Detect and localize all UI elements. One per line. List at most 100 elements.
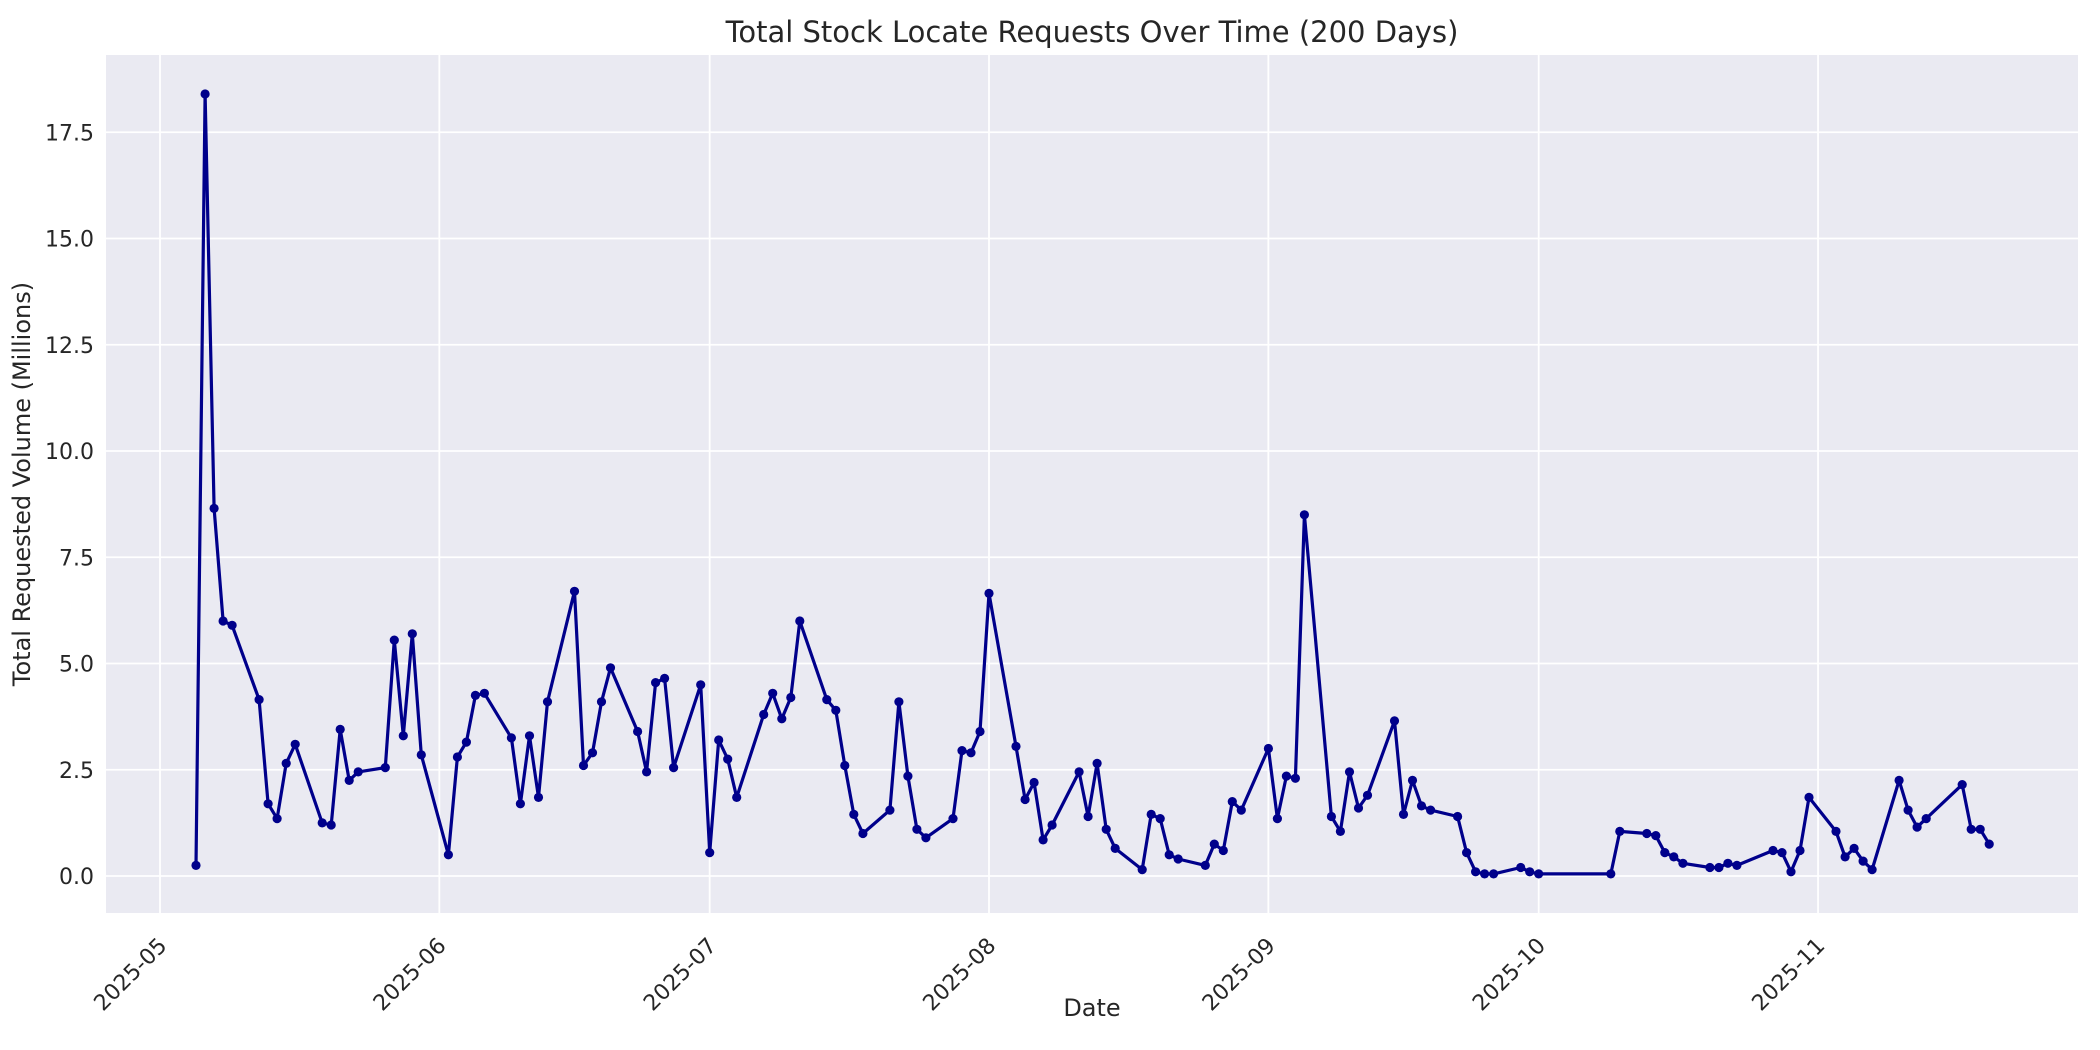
data-point-marker	[1011, 741, 1021, 752]
data-point-marker	[1705, 862, 1715, 873]
data-point-marker	[1353, 803, 1364, 813]
y-tick-label: 2.5	[59, 759, 94, 784]
data-point-marker	[642, 767, 652, 777]
data-point-marker	[596, 697, 607, 707]
data-point-marker	[533, 792, 544, 803]
data-point-marker	[948, 814, 958, 824]
data-point-marker	[416, 750, 426, 760]
data-point-marker	[317, 818, 327, 828]
data-point-marker	[1155, 814, 1165, 824]
data-point-marker	[1534, 869, 1544, 879]
data-point-marker	[1957, 780, 1967, 790]
data-point-marker	[1344, 767, 1355, 777]
data-point-marker	[1777, 848, 1787, 858]
data-point-marker	[1209, 839, 1219, 849]
data-point-marker	[894, 697, 904, 707]
x-tick-label: 2025-07	[639, 934, 722, 1017]
data-point-marker	[1389, 716, 1400, 726]
data-point-marker	[1606, 869, 1616, 879]
data-point-marker	[732, 792, 742, 803]
data-point-marker	[263, 799, 273, 809]
data-point-marker	[1101, 824, 1111, 834]
data-point-marker	[542, 697, 553, 707]
x-tick-label: 2025-10	[1468, 934, 1551, 1017]
data-point-marker	[831, 705, 841, 715]
y-tick-label: 15.0	[45, 228, 94, 253]
data-point-marker	[696, 680, 706, 690]
data-point-marker	[326, 820, 336, 830]
data-point-marker	[1218, 845, 1228, 856]
data-point-marker	[1453, 811, 1463, 822]
data-point-marker	[470, 690, 480, 701]
data-point-marker	[1299, 510, 1309, 520]
data-point-marker	[1083, 811, 1093, 822]
data-point-marker	[1723, 858, 1733, 868]
data-point-marker	[921, 833, 931, 843]
data-point-marker	[452, 752, 462, 762]
data-point-marker	[1471, 867, 1481, 877]
data-point-marker	[1362, 790, 1373, 800]
data-point-marker	[479, 688, 489, 698]
data-point-marker	[506, 733, 516, 743]
data-point-marker	[344, 775, 354, 786]
data-point-marker	[1651, 831, 1661, 841]
horizontal-gridlines	[106, 131, 2078, 877]
data-point-marker	[515, 799, 526, 809]
data-point-marker	[1038, 835, 1048, 845]
data-point-marker	[1029, 777, 1039, 788]
data-point-marker	[1984, 839, 1994, 849]
data-point-marker	[1840, 852, 1850, 862]
data-point-marker	[524, 731, 535, 741]
data-point-marker	[1903, 805, 1913, 815]
data-point-marker	[1398, 809, 1409, 820]
data-point-marker	[1164, 850, 1174, 860]
x-tick-label: 2025-05	[90, 934, 173, 1017]
data-point-marker	[714, 735, 724, 745]
data-point-marker	[1326, 811, 1336, 822]
data-point-marker	[1335, 826, 1345, 837]
data-point-marker	[795, 616, 805, 626]
data-point-marker	[1462, 848, 1472, 858]
data-point-marker	[281, 758, 291, 769]
data-point-marker	[605, 663, 616, 673]
y-axis-label: Total Requested Volume (Millions)	[8, 282, 36, 687]
data-point-marker	[723, 754, 733, 764]
data-point-marker	[966, 748, 976, 758]
data-point-marker	[1146, 809, 1156, 820]
data-point-marker	[903, 771, 913, 781]
data-point-marker	[858, 828, 868, 839]
data-point-marker	[1615, 826, 1625, 837]
data-point-marker	[1921, 814, 1931, 824]
data-point-marker	[1678, 858, 1688, 868]
y-tick-label: 5.0	[59, 653, 94, 678]
data-point-marker	[398, 731, 408, 741]
data-point-marker	[669, 763, 679, 773]
data-point-marker	[1768, 845, 1778, 856]
y-tick-label: 10.0	[45, 440, 94, 465]
data-point-marker	[885, 805, 895, 815]
data-point-marker	[1426, 805, 1436, 815]
data-point-marker	[587, 748, 598, 758]
data-point-marker	[389, 635, 399, 645]
data-point-marker	[578, 760, 589, 771]
x-tick-label: 2025-11	[1748, 934, 1831, 1017]
data-point-marker	[227, 620, 237, 630]
data-point-marker	[1489, 869, 1499, 879]
x-tick-label: 2025-08	[919, 934, 1002, 1017]
data-point-marker	[1281, 771, 1291, 781]
y-tick-label: 7.5	[59, 546, 94, 571]
data-point-marker	[200, 89, 210, 99]
data-point-marker	[1227, 797, 1237, 807]
data-point-marker	[777, 714, 787, 724]
data-point-marker	[840, 760, 850, 771]
data-point-marker	[1173, 854, 1183, 864]
data-series	[191, 89, 1994, 879]
data-point-marker	[1975, 824, 1985, 834]
data-point-marker	[1110, 843, 1120, 854]
data-point-marker	[272, 814, 282, 824]
data-point-marker	[984, 588, 994, 599]
data-point-marker	[1660, 848, 1670, 858]
x-axis-tick-labels: 2025-05 2025-06 2025-07 2025-08 2025-09 2025-…	[90, 934, 1831, 1017]
data-point-marker	[1263, 743, 1273, 754]
data-point-marker	[218, 616, 228, 626]
